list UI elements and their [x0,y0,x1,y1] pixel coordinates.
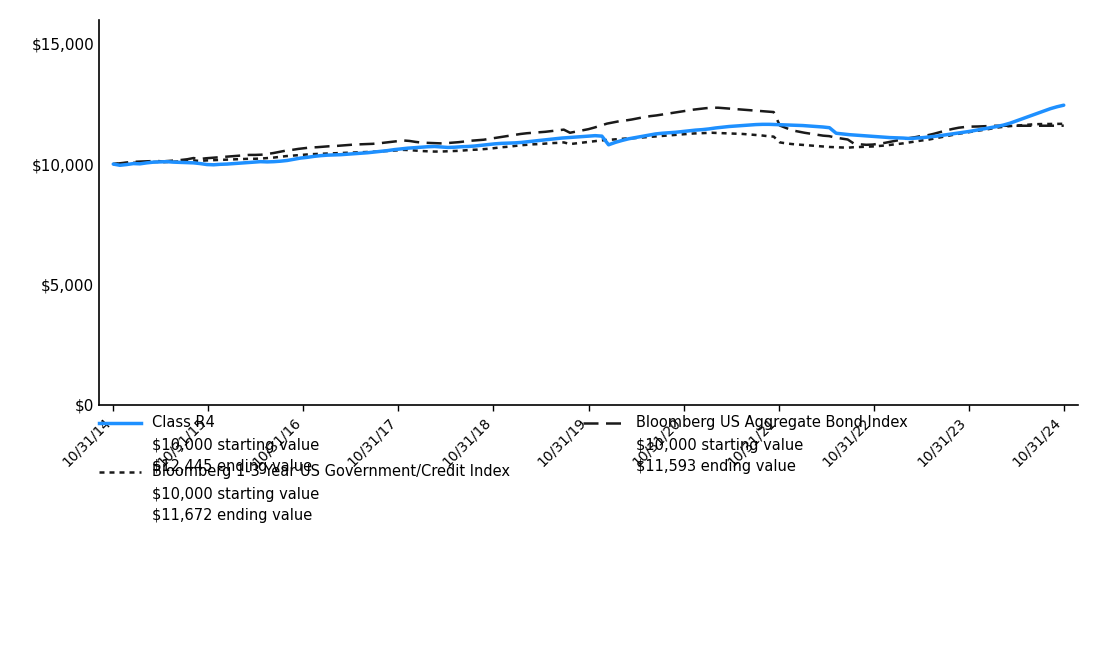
Text: $10,000 starting value: $10,000 starting value [152,438,319,453]
Text: $12,445 ending value: $12,445 ending value [152,459,312,474]
Text: Bloomberg US Aggregate Bond Index: Bloomberg US Aggregate Bond Index [636,415,908,430]
Text: $10,000 starting value: $10,000 starting value [636,438,803,453]
Text: Bloomberg 1-3 Year US Government/Credit Index: Bloomberg 1-3 Year US Government/Credit … [152,464,509,479]
Text: $11,593 ending value: $11,593 ending value [636,459,795,474]
Text: Class R4: Class R4 [152,415,214,430]
Text: $10,000 starting value: $10,000 starting value [152,486,319,502]
Text: $11,672 ending value: $11,672 ending value [152,508,312,523]
